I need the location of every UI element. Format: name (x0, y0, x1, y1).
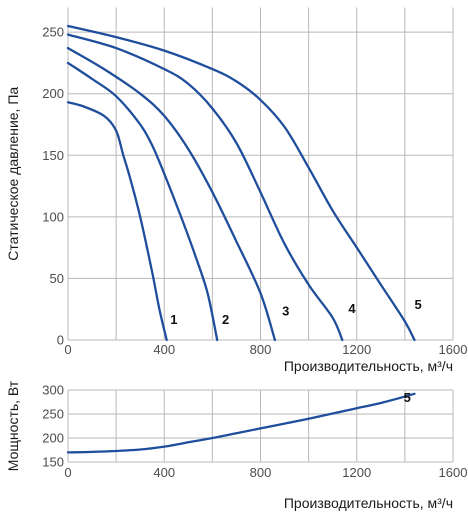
pressure-chart: 0 50 100 150 200 250 0 400 800 1200 1600 1 2 3 4 5 Произ… (5, 7, 468, 374)
y-tick-label: 50 (50, 271, 64, 286)
curve-label-3: 3 (282, 303, 289, 318)
curve-5 (66, 24, 416, 342)
x-tick-label: 800 (250, 342, 272, 357)
y-tick-label: 150 (42, 455, 64, 470)
y-tick-label: 150 (42, 148, 64, 163)
x-tick-label: 0 (64, 465, 71, 480)
curve-4 (66, 33, 344, 342)
curve-5 (66, 392, 416, 454)
y-tick-label: 200 (42, 86, 64, 101)
curve-label-5: 5 (404, 390, 411, 405)
y-tick-label: 250 (42, 407, 64, 422)
curve-2 (66, 61, 219, 342)
x-tick-label: 400 (153, 342, 175, 357)
y-axis-title: Мощность, Вт (5, 380, 21, 471)
x-tick-label: 0 (64, 342, 71, 357)
curve-label-2: 2 (222, 312, 229, 327)
y-tick-label: 250 (42, 25, 64, 40)
curve-label-1: 1 (170, 312, 177, 327)
x-tick-label: 800 (250, 465, 272, 480)
y-tick-label: 300 (42, 383, 64, 398)
y-tick-label: 200 (42, 431, 64, 446)
curve-3 (66, 46, 277, 342)
y-axis-title: Статическое давление, Па (5, 87, 21, 261)
power-chart: 150 200 250 300 0 400 800 1200 1600 5 Производител… (5, 380, 467, 511)
curve-label-4: 4 (348, 301, 356, 316)
curve-label-5: 5 (414, 297, 421, 312)
x-tick-label: 400 (153, 465, 175, 480)
curve-1 (66, 101, 168, 342)
y-tick-label: 0 (57, 333, 64, 348)
x-tick-label: 1600 (439, 342, 468, 357)
x-axis-title: Производительность, м³/ч (284, 358, 453, 374)
x-tick-label: 1200 (342, 465, 371, 480)
x-axis-title: Производительность, м³/ч (284, 495, 453, 511)
x-tick-label: 1200 (342, 342, 371, 357)
x-tick-label: 1600 (439, 465, 468, 480)
y-tick-label: 100 (42, 209, 64, 224)
